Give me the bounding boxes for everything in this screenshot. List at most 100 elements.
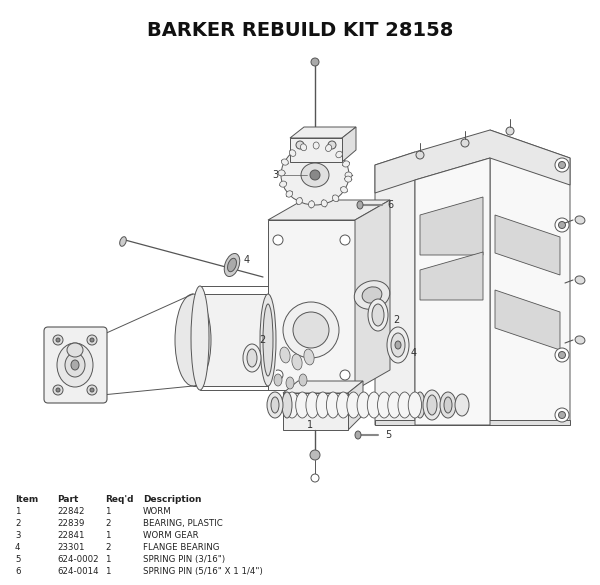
Ellipse shape (65, 353, 85, 377)
Text: 4: 4 (244, 255, 250, 265)
Ellipse shape (87, 385, 97, 395)
Text: 4: 4 (15, 543, 20, 552)
Text: 22842: 22842 (57, 507, 85, 516)
Ellipse shape (90, 388, 94, 392)
Text: 1: 1 (307, 420, 313, 430)
Ellipse shape (423, 390, 441, 420)
Ellipse shape (280, 347, 290, 363)
Ellipse shape (304, 349, 314, 365)
Ellipse shape (273, 235, 283, 245)
Ellipse shape (191, 286, 209, 390)
Ellipse shape (90, 338, 94, 342)
Ellipse shape (344, 176, 352, 182)
Ellipse shape (260, 294, 276, 386)
Polygon shape (290, 138, 342, 162)
Ellipse shape (343, 161, 349, 167)
Ellipse shape (340, 370, 350, 380)
Ellipse shape (56, 388, 60, 392)
Polygon shape (375, 130, 570, 193)
Ellipse shape (310, 170, 320, 180)
Ellipse shape (326, 392, 340, 418)
Ellipse shape (286, 377, 294, 389)
Ellipse shape (340, 235, 350, 245)
Ellipse shape (120, 237, 126, 246)
Polygon shape (375, 152, 415, 425)
Ellipse shape (575, 336, 585, 344)
Ellipse shape (427, 395, 437, 415)
Ellipse shape (355, 431, 361, 439)
Ellipse shape (440, 392, 456, 418)
Ellipse shape (267, 392, 283, 418)
Text: 624-0014: 624-0014 (57, 567, 98, 576)
Ellipse shape (559, 411, 566, 418)
Ellipse shape (247, 349, 257, 367)
Ellipse shape (57, 343, 93, 387)
Ellipse shape (555, 348, 569, 362)
Ellipse shape (296, 198, 302, 204)
Polygon shape (268, 220, 355, 390)
Polygon shape (290, 127, 356, 138)
Ellipse shape (341, 187, 347, 193)
Ellipse shape (87, 335, 97, 345)
Ellipse shape (281, 145, 349, 205)
Text: 2: 2 (259, 335, 265, 345)
Ellipse shape (243, 344, 261, 372)
Ellipse shape (559, 352, 566, 359)
Ellipse shape (306, 392, 319, 418)
FancyBboxPatch shape (44, 327, 107, 403)
Ellipse shape (357, 201, 363, 209)
Polygon shape (495, 290, 560, 350)
Ellipse shape (313, 142, 319, 149)
Ellipse shape (372, 304, 384, 326)
Ellipse shape (387, 327, 409, 363)
Ellipse shape (278, 170, 285, 176)
Ellipse shape (347, 392, 360, 418)
Text: Part: Part (57, 495, 79, 504)
Ellipse shape (455, 394, 469, 416)
Polygon shape (490, 130, 570, 425)
Ellipse shape (227, 259, 236, 271)
Ellipse shape (308, 201, 314, 208)
Ellipse shape (354, 281, 390, 309)
Text: Req'd: Req'd (105, 495, 133, 504)
Text: BEARING, PLASTIC: BEARING, PLASTIC (143, 519, 223, 528)
Text: 2: 2 (105, 519, 110, 528)
Ellipse shape (281, 159, 288, 165)
Text: 5: 5 (385, 430, 391, 440)
Ellipse shape (337, 392, 350, 418)
Polygon shape (420, 252, 483, 300)
Text: 3: 3 (15, 531, 20, 540)
Ellipse shape (271, 397, 279, 413)
Polygon shape (193, 294, 276, 386)
Ellipse shape (286, 191, 293, 197)
Text: 5: 5 (15, 555, 20, 564)
Ellipse shape (408, 392, 422, 418)
Polygon shape (355, 200, 390, 390)
Ellipse shape (56, 338, 60, 342)
Ellipse shape (273, 370, 283, 380)
Ellipse shape (461, 139, 469, 147)
Ellipse shape (328, 141, 336, 149)
Ellipse shape (53, 335, 63, 345)
Ellipse shape (575, 276, 585, 284)
Ellipse shape (292, 354, 302, 370)
Ellipse shape (311, 58, 319, 66)
Ellipse shape (559, 161, 566, 168)
Ellipse shape (71, 360, 79, 370)
Text: 2: 2 (393, 315, 399, 325)
Text: BARKER REBUILD KIT 28158: BARKER REBUILD KIT 28158 (147, 20, 453, 40)
Ellipse shape (362, 287, 382, 303)
Text: 6: 6 (387, 200, 393, 210)
Ellipse shape (555, 158, 569, 172)
Ellipse shape (321, 200, 327, 207)
Ellipse shape (398, 392, 412, 418)
Polygon shape (375, 420, 570, 425)
Text: 2: 2 (15, 519, 20, 528)
Ellipse shape (224, 253, 240, 277)
Text: 3: 3 (272, 170, 278, 180)
Text: WORM GEAR: WORM GEAR (143, 531, 199, 540)
Ellipse shape (377, 392, 391, 418)
Ellipse shape (316, 392, 329, 418)
Ellipse shape (286, 392, 299, 418)
Text: 4: 4 (411, 348, 417, 358)
